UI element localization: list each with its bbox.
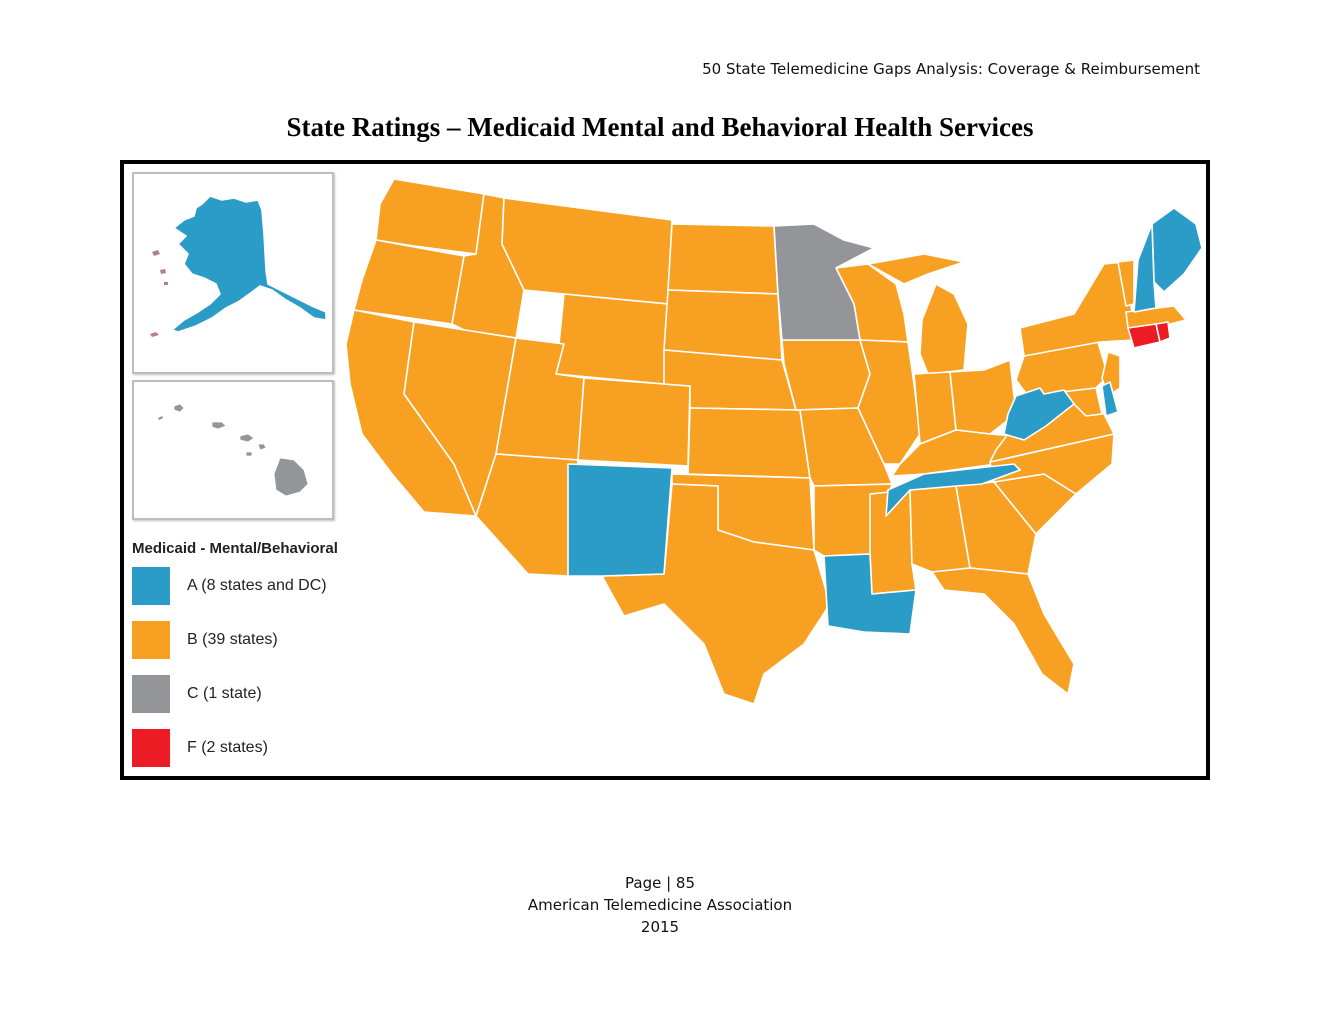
running-header: 50 State Telemedicine Gaps Analysis: Cov… (702, 60, 1200, 78)
legend-label-b: B (39 states) (187, 631, 278, 648)
state-rhode-island (1155, 321, 1171, 343)
state-connecticut (1127, 323, 1161, 349)
legend-item-a: A (8 states and DC) (132, 567, 432, 621)
state-texas (601, 483, 831, 705)
legend-label-c: C (1 state) (187, 685, 262, 702)
state-wyoming (555, 293, 669, 385)
legend-title: Medicaid - Mental/Behavioral (132, 540, 338, 557)
legend-item-f: F (2 states) (132, 729, 432, 783)
state-delaware (1101, 381, 1119, 417)
state-iowa (781, 339, 871, 411)
state-louisiana (823, 553, 917, 635)
legend: Medicaid - Mental/Behavioral A (8 states… (132, 540, 432, 783)
hawaii-inset (132, 380, 334, 520)
hawaii-small-islands (158, 416, 163, 420)
state-new-mexico (567, 463, 673, 577)
legend-item-c: C (1 state) (132, 675, 432, 729)
state-north-dakota (667, 223, 779, 295)
alaska-inset (132, 172, 334, 374)
legend-item-b: B (39 states) (132, 621, 432, 675)
state-florida (931, 567, 1075, 695)
legend-swatch-a (132, 567, 170, 605)
state-oregon (353, 239, 465, 325)
legend-swatch-f (132, 729, 170, 767)
state-tennessee (885, 463, 1021, 517)
state-minnesota (773, 223, 875, 341)
legend-swatch-c (132, 675, 170, 713)
state-michigan (867, 253, 969, 375)
publication-year: 2015 (640, 918, 680, 936)
state-arizona (475, 453, 579, 577)
state-new-hampshire (1133, 223, 1157, 313)
map-frame: Medicaid - Mental/Behavioral A (8 states… (120, 160, 1210, 780)
state-maine (1151, 207, 1203, 293)
page-title: State Ratings – Medicaid Mental and Beha… (286, 112, 1034, 142)
legend-label-f: F (2 states) (187, 739, 268, 756)
state-south-dakota (663, 289, 783, 361)
state-kansas (687, 407, 811, 479)
page-number: Page | 85 (625, 874, 695, 892)
state-colorado (577, 377, 691, 467)
state-alaska (171, 195, 327, 333)
legend-swatch-b (132, 621, 170, 659)
us-map (345, 178, 1203, 705)
legend-label-a: A (8 states and DC) (187, 577, 327, 594)
state-west-virginia (1003, 387, 1075, 441)
state-alaska-islands (150, 250, 168, 337)
state-montana (501, 197, 673, 305)
state-hawaii (173, 403, 309, 497)
page-footer: Page | 85 American Telemedicine Associat… (0, 872, 1320, 938)
organization-name: American Telemedicine Association (527, 896, 793, 914)
state-new-york (1019, 261, 1135, 357)
